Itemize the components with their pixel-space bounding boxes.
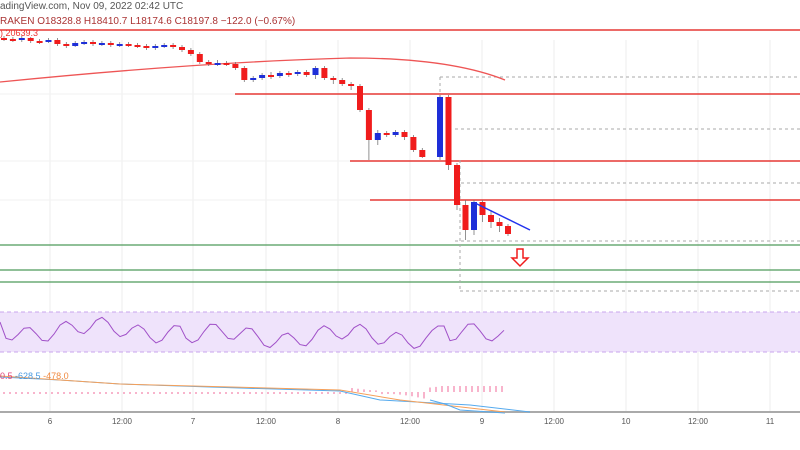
candle bbox=[98, 43, 105, 45]
signal-line bbox=[0, 375, 506, 413]
rsi-line bbox=[0, 316, 505, 349]
candle bbox=[54, 40, 61, 44]
candle bbox=[36, 41, 43, 43]
candle bbox=[205, 62, 212, 64]
macd-line bbox=[0, 376, 531, 413]
candle bbox=[401, 132, 408, 137]
x-tick-label: 12:00 bbox=[111, 417, 133, 426]
candle bbox=[63, 44, 70, 46]
candle bbox=[18, 38, 25, 40]
candle bbox=[161, 45, 168, 47]
candle bbox=[294, 72, 301, 74]
candle bbox=[374, 133, 381, 140]
candle bbox=[268, 75, 274, 77]
candle bbox=[276, 73, 283, 76]
trendline bbox=[474, 202, 531, 231]
candle bbox=[321, 68, 328, 78]
x-tick-label: 7 bbox=[190, 417, 196, 426]
candle bbox=[410, 137, 417, 150]
candle bbox=[250, 78, 257, 80]
candle bbox=[90, 42, 96, 44]
candle bbox=[419, 150, 426, 157]
x-tick-label: 11 bbox=[765, 417, 775, 426]
candle bbox=[445, 97, 452, 165]
candle bbox=[232, 64, 239, 68]
x-tick-label: 12:00 bbox=[255, 417, 277, 426]
x-tick-label: 8 bbox=[335, 417, 341, 426]
candle bbox=[134, 45, 141, 47]
candle bbox=[348, 84, 355, 86]
x-tick-label: 10 bbox=[621, 417, 631, 426]
macd-hist-value: 0.5 bbox=[0, 371, 13, 381]
candle bbox=[365, 110, 372, 140]
candle bbox=[339, 80, 346, 84]
x-tick-label: 12:00 bbox=[399, 417, 421, 426]
candle bbox=[9, 39, 16, 41]
candle bbox=[241, 68, 248, 80]
x-tick-label: 9 bbox=[479, 417, 485, 426]
candle bbox=[152, 46, 159, 48]
x-tick-label: 12:00 bbox=[687, 417, 709, 426]
candle bbox=[285, 73, 292, 75]
candle bbox=[383, 133, 390, 135]
candle bbox=[170, 45, 177, 47]
candle bbox=[479, 202, 486, 215]
macd-signal-value: -478.0 bbox=[43, 371, 69, 381]
x-tick-label: 6 bbox=[47, 417, 53, 426]
candle bbox=[223, 63, 230, 65]
candle bbox=[187, 50, 194, 54]
candle bbox=[81, 42, 88, 44]
candle bbox=[125, 44, 132, 46]
candle bbox=[488, 215, 494, 222]
candle bbox=[471, 202, 477, 230]
candle bbox=[196, 54, 203, 62]
candle bbox=[437, 97, 443, 157]
candle bbox=[259, 75, 266, 78]
candle bbox=[496, 222, 503, 226]
macd-legend: 0.5 -628.5 -478.0 bbox=[0, 371, 69, 381]
candle bbox=[303, 72, 310, 75]
macd-line bbox=[429, 399, 506, 414]
rsi-band bbox=[0, 312, 800, 352]
candle bbox=[27, 38, 34, 41]
candle bbox=[179, 47, 185, 50]
ohlc-legend: RAKEN O18328.8 H18410.7 L18174.6 C18197.… bbox=[0, 16, 296, 27]
candle bbox=[107, 43, 114, 45]
moving-average-line bbox=[0, 57, 506, 83]
candle bbox=[116, 44, 123, 46]
candle bbox=[143, 46, 150, 48]
down-arrow-icon bbox=[510, 248, 530, 268]
chart-source: adingView.com, Nov 09, 2022 02:42 UTC bbox=[0, 1, 184, 12]
ma-value: ) 20639.3 bbox=[0, 28, 39, 38]
x-tick-label: 12:00 bbox=[543, 417, 565, 426]
candle bbox=[454, 165, 460, 205]
candle bbox=[357, 86, 363, 110]
candle bbox=[462, 205, 469, 230]
candle bbox=[312, 68, 319, 75]
candle bbox=[392, 132, 399, 135]
macd-line-value: -628.5 bbox=[15, 371, 41, 381]
candle bbox=[505, 226, 511, 234]
candle bbox=[330, 78, 337, 80]
candle bbox=[214, 63, 221, 65]
candle bbox=[1, 38, 7, 40]
candle bbox=[45, 40, 52, 42]
candle bbox=[72, 43, 79, 46]
